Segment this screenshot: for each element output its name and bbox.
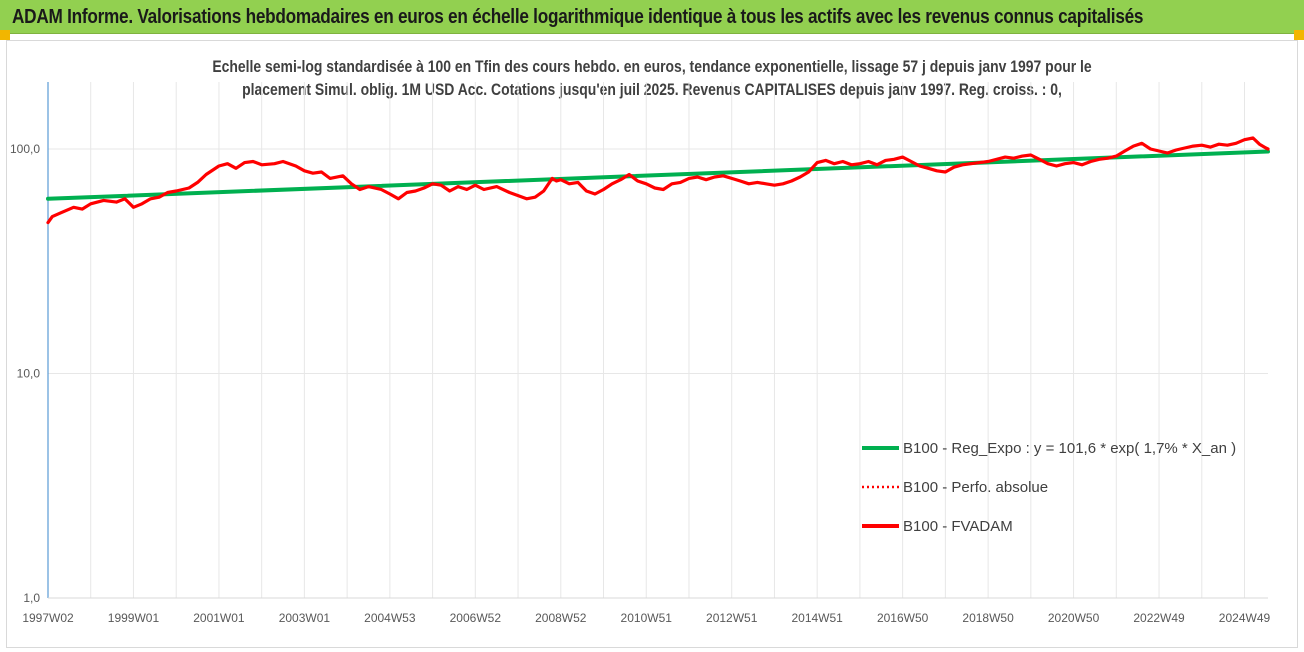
chart-title-line-1: Echelle semi-log standardisée à 100 en T…: [212, 57, 1092, 76]
x-tick-label: 2003W01: [279, 611, 331, 625]
legend-label: B100 - Reg_Expo : y = 101,6 * exp( 1,7% …: [903, 440, 1236, 457]
chart-legend: B100 - Reg_Expo : y = 101,6 * exp( 1,7% …: [862, 440, 1236, 535]
legend-label: B100 - FVADAM: [903, 518, 1013, 535]
x-tick-label: 2018W50: [962, 611, 1014, 625]
chart-area: [6, 40, 1298, 648]
x-tick-label: 2012W51: [706, 611, 758, 625]
chart-title-line-2: placement Simul. oblig. 1M USD Acc. Cota…: [242, 80, 1062, 99]
corner-marker-right: [1294, 30, 1304, 40]
x-tick-label: 2016W50: [877, 611, 929, 625]
report-title: ADAM Informe. Valorisations hebdomadaire…: [12, 6, 1144, 28]
x-tick-label: 2006W52: [450, 611, 502, 625]
x-tick-label: 2004W53: [364, 611, 416, 625]
legend-label: B100 - Perfo. absolue: [903, 479, 1048, 496]
report-header-banner: ADAM Informe. Valorisations hebdomadaire…: [0, 0, 1304, 34]
x-tick-label: 1997W02: [22, 611, 74, 625]
y-tick-label: 1,0: [23, 591, 40, 605]
x-tick-label: 2014W51: [791, 611, 843, 625]
corner-marker-left: [0, 30, 10, 40]
chart-axes: 1,0 10,0 100,0 1997W02 1999W01 2001W01 2003W01…: [10, 82, 1271, 625]
y-tick-label: 100,0: [10, 142, 40, 156]
regression-trend-line: [46, 149, 1270, 201]
x-tick-label: 2010W51: [621, 611, 673, 625]
x-tick-label: 1999W01: [108, 611, 160, 625]
x-tick-label: 2020W50: [1048, 611, 1100, 625]
x-tick-label: 2001W01: [193, 611, 245, 625]
y-tick-label: 10,0: [17, 367, 41, 381]
fvadam-series-line: [46, 136, 1270, 225]
chart-series: [46, 136, 1270, 225]
x-tick-label: 2024W49: [1219, 611, 1271, 625]
x-tick-label: 2022W49: [1133, 611, 1185, 625]
x-tick-label: 2008W52: [535, 611, 587, 625]
